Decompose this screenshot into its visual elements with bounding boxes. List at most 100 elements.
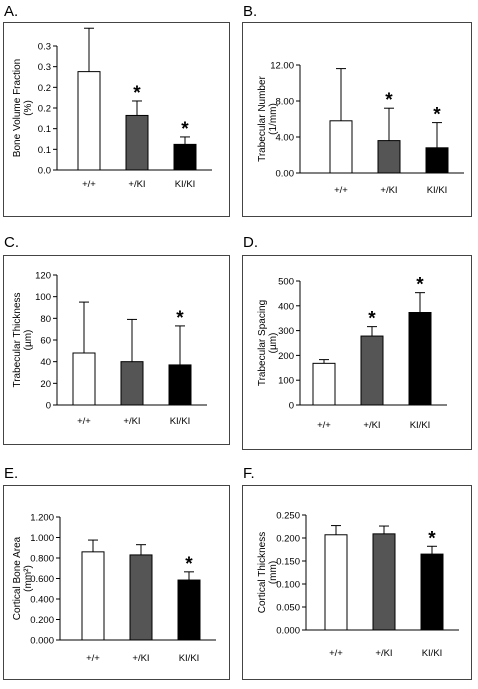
panel-b-category-label-1: +/KI (380, 185, 397, 196)
panel-a-y-tick-label: 0.3 (38, 42, 51, 53)
panel-b-category-label-0: +/+ (334, 185, 348, 196)
panel-a-letter: A. (4, 3, 19, 20)
panel-a-y-tick-label: 0.1 (38, 145, 51, 156)
panel-e-bar-2 (177, 579, 201, 641)
panel-b-y-axis-label: Trabecular Number (257, 75, 268, 161)
panel-f-frame (242, 485, 472, 680)
panel-a-significance-star-2: * (181, 119, 189, 140)
panel-e-letter: E. (4, 465, 19, 482)
panel-c-y-tick-label: 40 (40, 357, 51, 368)
panel-b-y-axis-label: (1/mm) (268, 103, 279, 135)
panel-b-frame (242, 22, 472, 217)
panel-c-y-tick-label: 100 (35, 292, 51, 303)
panel-e-bar-0 (81, 551, 105, 641)
panel-f-category-label-1: +/KI (375, 648, 392, 659)
panel-f-y-tick-label: 0.250 (276, 511, 300, 522)
panel-f-bar-0 (324, 534, 348, 631)
panel-a-y-axis-label: (%) (23, 100, 34, 116)
panel-e-category-label-1: +/KI (132, 653, 149, 664)
panel-d-y-tick-label: 100 (278, 376, 294, 387)
panel-d-y-axis-label: (µm) (268, 333, 279, 354)
panel-e-category-label-2: KI/KI (179, 653, 200, 664)
panel-a-y-tick-label: 0.3 (38, 62, 51, 73)
panel-d-y-tick-label: 200 (278, 351, 294, 362)
panel-d-y-axis-label: Trabecular Spacing (257, 300, 268, 386)
panel-b-y-tick-label: 12.00 (270, 61, 294, 72)
panel-c-bar-1 (120, 361, 144, 406)
panel-f-y-tick-label: 0.200 (276, 534, 300, 545)
panel-e-y-tick-label: 1.200 (30, 513, 54, 524)
panel-a-y-tick-label: 0.2 (38, 104, 51, 115)
panel-d-bar-0 (312, 362, 336, 406)
panel-d-category-label-2: KI/KI (410, 420, 431, 431)
panel-d-y-tick-label: 300 (278, 326, 294, 337)
panel-c-y-tick-label: 80 (40, 314, 51, 325)
panel-c-chart: 0 20 40 60 80 100 120 Trabecular Thickness (µm) +… (12, 271, 207, 427)
panel-e-y-tick-label: 0.200 (30, 615, 54, 626)
panel-a-category-label-0: +/+ (82, 179, 96, 190)
panel-d-bar-1 (360, 335, 384, 406)
panel-a-y-tick-label: 0.1 (38, 124, 51, 135)
panel-b-significance-star-2: * (433, 105, 441, 126)
panel-b-y-tick-label: 4.00 (276, 133, 295, 144)
panel-c-category-label-0: +/+ (77, 416, 91, 427)
panel-b-y-tick-label: 0.00 (276, 169, 295, 180)
panel-c-letter: C. (4, 234, 19, 251)
panel-e-chart: 0.000 0.200 0.400 0.600 0.800 1.000 1.200 Corti… (12, 513, 216, 664)
panel-a-bar-0 (77, 71, 101, 171)
panel-d-y-tick-label: 500 (278, 277, 294, 288)
panel-b-letter: B. (243, 3, 258, 20)
panel-b-bar-0 (329, 120, 353, 174)
panel-f-y-tick-label: 0.050 (276, 603, 300, 614)
panel-c-y-tick-label: 0 (46, 401, 51, 412)
panel-f-chart: 0.000 0.050 0.100 0.150 0.200 0.250 Cortical T… (257, 511, 459, 659)
panel-e-significance-star-2: * (185, 554, 193, 575)
panel-d-bar-2 (408, 311, 432, 406)
panel-c-y-axis-label: (µm) (23, 330, 34, 351)
panel-f-y-tick-label: 0.000 (276, 626, 300, 637)
panel-a-y-tick-label: 0.2 (38, 83, 51, 94)
panel-e-frame (3, 485, 230, 680)
panel-e-bar-1 (129, 554, 153, 641)
panel-a-category-label-2: KI/KI (175, 179, 196, 190)
panel-d-chart: 0 100 200 300 400 500 Trabecular Spacing (µm) +/… (257, 275, 447, 431)
panel-f-y-axis-label: Cortical Thickness (257, 532, 268, 614)
panel-c-bar-2 (168, 364, 192, 406)
panel-a-y-axis-label: Bone Volume Fraction (12, 59, 23, 157)
panel-a-category-label-1: +/KI (128, 179, 145, 190)
panel-a-y-tick-label: 0.0 (38, 166, 51, 177)
panel-e-y-tick-label: 0.800 (30, 554, 54, 565)
panel-e-y-tick-label: 0.400 (30, 595, 54, 606)
panel-e-y-tick-label: 0.000 (30, 636, 54, 647)
panel-c-frame (3, 255, 230, 445)
panel-a-bar-1 (125, 114, 149, 171)
panel-b-bar-1 (377, 140, 401, 174)
panel-b-y-tick-label: 8.00 (276, 97, 295, 108)
panel-d-category-label-1: +/KI (363, 420, 380, 431)
panel-c-category-label-1: +/KI (123, 416, 140, 427)
panel-f-category-label-2: KI/KI (422, 648, 443, 659)
panel-f-category-label-0: +/+ (329, 648, 343, 659)
panel-f-y-tick-label: 0.150 (276, 557, 300, 568)
panel-c-y-tick-label: 20 (40, 379, 51, 390)
panel-b-bar-2 (425, 147, 449, 174)
panel-f-significance-star-2: * (428, 528, 436, 549)
panel-e-y-axis-label: Cortical Bone Area (12, 536, 23, 620)
panel-d-significance-star-2: * (416, 275, 424, 296)
panel-e-y-tick-label: 0.600 (30, 574, 54, 585)
panel-f-bar-1 (372, 533, 396, 631)
panel-d-y-tick-label: 0 (289, 401, 294, 412)
panel-d-letter: D. (243, 234, 258, 251)
panel-b-significance-star-1: * (385, 90, 393, 111)
panel-c-bar-0 (72, 352, 96, 406)
panel-e-category-label-0: +/+ (86, 653, 100, 664)
panel-c-y-tick-label: 120 (35, 271, 51, 282)
panel-a-frame (3, 22, 230, 217)
panel-d-significance-star-1: * (368, 309, 376, 330)
panel-c-category-label-2: KI/KI (170, 416, 191, 427)
panel-c-y-tick-label: 60 (40, 336, 51, 347)
panel-c-significance-star-2: * (176, 308, 184, 329)
panel-f-letter: F. (243, 465, 255, 482)
